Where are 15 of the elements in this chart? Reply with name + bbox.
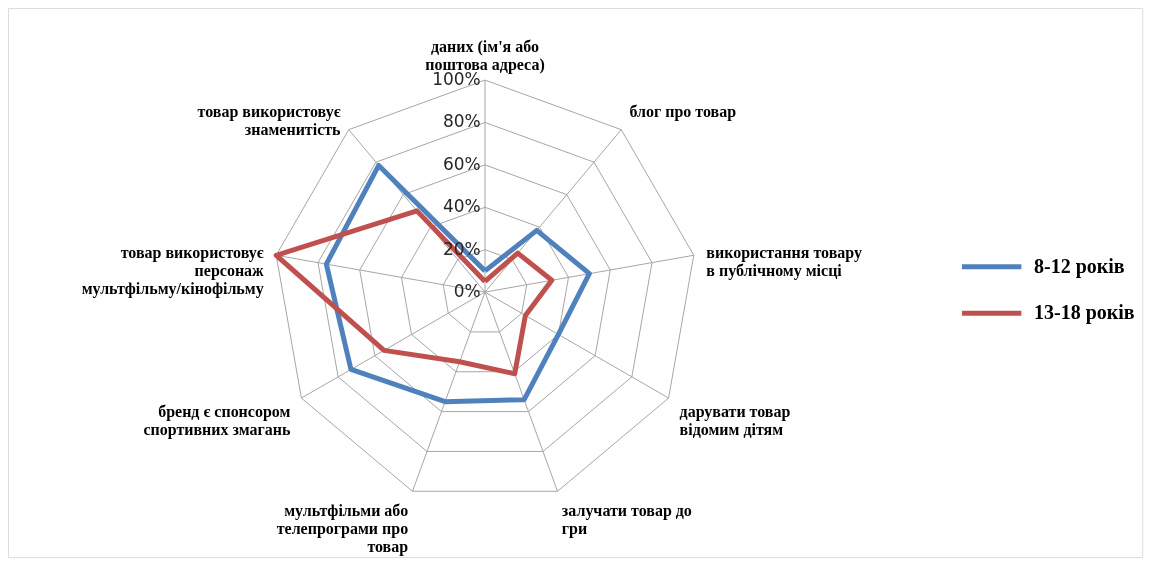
spoke-label: блог про товар [629,102,737,121]
legend-label: 8-12 років [1034,254,1125,278]
legend-label: 13-18 років [1034,301,1135,325]
y-tick-label: 60% [442,153,481,174]
y-tick-label: 100% [432,69,481,90]
spoke-label: залучати товар до гри [561,502,692,539]
spoke-label: дарувати товар відомим дітям [679,403,791,439]
y-tick-label: 80% [442,111,481,132]
spoke-label: використання товару в публічному місці [706,244,862,281]
y-tick-label: 0% [453,281,481,302]
y-tick-label: 40% [442,196,481,217]
spoke-label: бренд є спонсором спортивних змагань [143,403,291,440]
spoke-label: товар використовує персонаж мультфільму/кінофільму [81,244,265,299]
spoke-label: товар використовує знаменитість [197,102,342,138]
spoke-label: мультфільми або телепрограми про товар [276,502,409,557]
